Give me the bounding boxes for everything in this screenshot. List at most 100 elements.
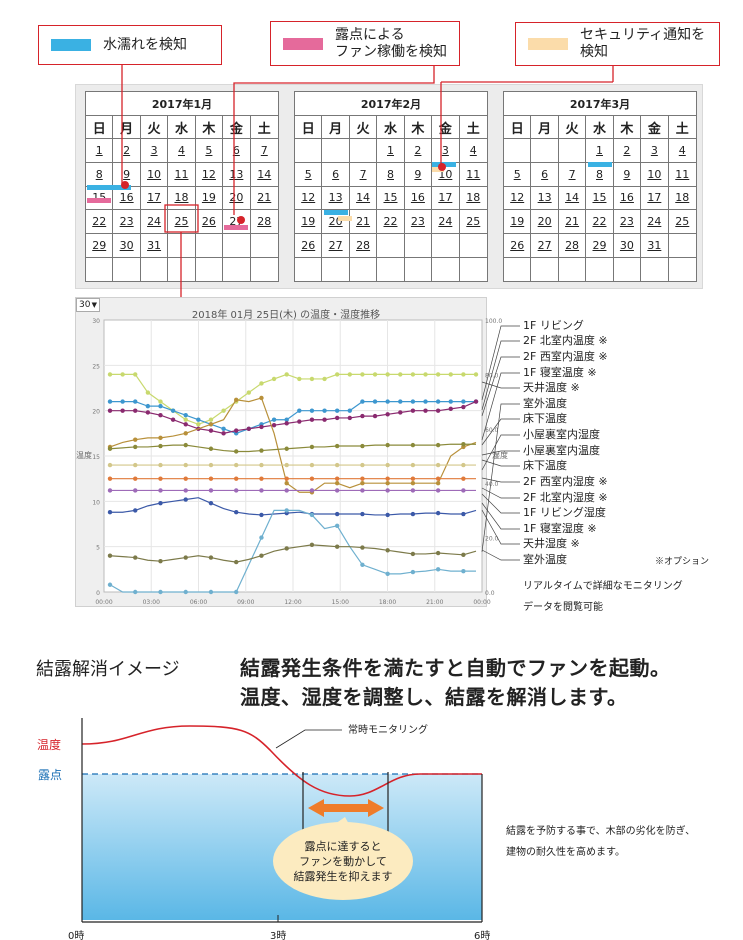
calendar-day[interactable]: 8	[586, 162, 614, 187]
calendar-day[interactable]: 22	[86, 210, 114, 235]
calendar-day[interactable]: 6	[322, 162, 350, 187]
calendar-day[interactable]: 13	[322, 186, 350, 211]
calendar-day[interactable]: 6	[531, 162, 559, 187]
legend-leader-line	[481, 509, 520, 545]
calendar-day[interactable]: 31	[641, 234, 669, 258]
calendar-day[interactable]: 24	[432, 210, 460, 235]
calendar-day[interactable]: 11	[668, 163, 696, 187]
calendar-day[interactable]: 30	[113, 234, 141, 258]
calendar-day[interactable]: 27	[531, 234, 559, 258]
calendar-day[interactable]: 24	[140, 210, 169, 235]
zoom-select[interactable]: 30 ▼	[76, 298, 100, 312]
weekday-header: 金	[223, 116, 251, 139]
calendar-day[interactable]: 2	[613, 139, 642, 163]
calendar-day[interactable]: 3	[641, 139, 669, 163]
calendar-day[interactable]: 16	[613, 186, 642, 211]
connector-dot	[121, 181, 129, 189]
calendar-day[interactable]: 18	[168, 186, 196, 211]
calendar-day[interactable]: 10	[641, 162, 669, 187]
calendar-day[interactable]: 5	[195, 139, 224, 163]
calendar-day[interactable]: 27	[322, 234, 350, 258]
weekday-header: 土	[250, 116, 278, 139]
calendar-day[interactable]: 25	[668, 210, 696, 235]
calendar-day[interactable]: 2	[113, 139, 141, 163]
calendar-day[interactable]: 4	[168, 139, 196, 163]
calendar-day[interactable]: 20	[531, 210, 559, 235]
calendar-panel: 2017年1月日月火水木金土12345678910111213141516171…	[75, 84, 703, 289]
calendar-day[interactable]: 10	[140, 162, 169, 187]
calendar-day[interactable]: 9	[613, 162, 642, 187]
calendar-day[interactable]: 3	[432, 139, 460, 163]
legend-leader-line	[481, 325, 520, 401]
calendar-day[interactable]: 16	[404, 186, 433, 211]
calendar-day[interactable]: 15	[377, 186, 405, 211]
calendar-day[interactable]: 9	[404, 162, 433, 187]
calendar-day[interactable]: 20	[223, 186, 251, 211]
calendar-day[interactable]: 21	[349, 210, 378, 235]
calendar-day[interactable]: 5	[504, 162, 532, 187]
calendar-day[interactable]: 15	[586, 186, 614, 211]
calendar-day[interactable]: 6	[223, 139, 251, 163]
calendar-day[interactable]: 2	[404, 139, 433, 163]
calendar-day[interactable]: 29	[586, 234, 614, 258]
calendar-day[interactable]: 14	[558, 186, 587, 211]
calendar-day[interactable]: 21	[250, 187, 278, 211]
legend-leader-line	[481, 381, 520, 389]
calendar-day[interactable]: 29	[86, 234, 114, 258]
calendar-day[interactable]: 23	[404, 210, 433, 235]
calendar-day[interactable]: 22	[377, 210, 405, 235]
calendar-day[interactable]: 23	[113, 210, 141, 235]
calendar-day[interactable]: 13	[531, 186, 559, 211]
calendar-day[interactable]: 19	[504, 210, 532, 235]
calendar-day[interactable]: 30	[613, 234, 642, 258]
calendar-day[interactable]: 11	[168, 162, 196, 187]
calendar-day[interactable]: 26	[195, 210, 224, 235]
calendar-day[interactable]: 17	[641, 186, 669, 211]
series-legend-label: 天井温度 ※	[523, 381, 580, 394]
calendar-day[interactable]: 1	[586, 139, 614, 163]
calendar-day[interactable]: 16	[113, 186, 141, 211]
calendar-day[interactable]: 19	[295, 210, 323, 235]
calendar-day[interactable]: 7	[558, 162, 587, 187]
calendar-day[interactable]: 28	[558, 234, 587, 258]
calendar-day[interactable]: 12	[295, 186, 323, 211]
calendar-day[interactable]: 28	[349, 234, 378, 258]
calendar-day[interactable]: 22	[586, 210, 614, 235]
calendar-day[interactable]: 17	[140, 186, 169, 211]
calendar-day[interactable]: 1	[377, 139, 405, 163]
calendar-day[interactable]: 24	[641, 210, 669, 235]
calendar-day[interactable]: 1	[86, 139, 114, 163]
calendar-day[interactable]: 5	[295, 162, 323, 187]
calendar-day[interactable]: 26	[295, 234, 323, 258]
calendar-day[interactable]: 11	[459, 163, 487, 187]
calendar-day[interactable]: 7	[250, 139, 278, 163]
calendar-day[interactable]: 25	[459, 210, 487, 235]
calendar-day[interactable]: 26	[504, 234, 532, 258]
calendar-day[interactable]: 4	[459, 139, 487, 163]
calendar-day[interactable]: 19	[195, 186, 224, 211]
calendar-day[interactable]: 31	[140, 234, 169, 258]
calendar-day[interactable]: 14	[250, 163, 278, 187]
series-legend-label: 小屋裏室内湿度	[523, 428, 600, 441]
calendar-empty-cell	[504, 257, 532, 282]
calendar-day[interactable]: 12	[504, 186, 532, 211]
calendar-day[interactable]: 17	[432, 186, 460, 211]
calendar-day[interactable]: 25	[168, 210, 196, 235]
calendar-day[interactable]: 12	[195, 162, 224, 187]
calendar-day[interactable]: 14	[349, 186, 378, 211]
calendar-day[interactable]: 23	[613, 210, 642, 235]
calendar-day[interactable]: 7	[349, 162, 378, 187]
calendar-day[interactable]: 18	[459, 187, 487, 211]
calendar-day[interactable]: 28	[250, 210, 278, 235]
calendar-day[interactable]: 8	[86, 162, 114, 187]
weekday-header: 水	[168, 116, 196, 139]
calendar-day[interactable]: 8	[377, 162, 405, 187]
calendar-day[interactable]: 18	[668, 187, 696, 211]
calendar-day[interactable]: 3	[140, 139, 169, 163]
calendar-day[interactable]: 13	[223, 162, 251, 187]
calendar-day[interactable]: 4	[668, 139, 696, 163]
calendar-day[interactable]: 21	[558, 210, 587, 235]
calendar-empty-cell	[558, 139, 587, 163]
legend-leader-line	[481, 418, 520, 446]
y-tick-right: 100.0	[485, 318, 502, 325]
